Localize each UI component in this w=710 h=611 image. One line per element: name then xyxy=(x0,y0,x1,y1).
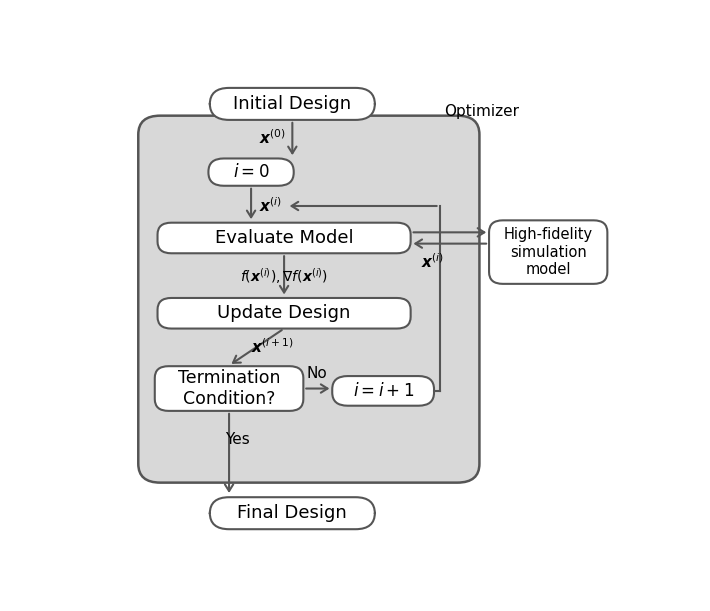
FancyBboxPatch shape xyxy=(138,115,479,483)
Text: Final Design: Final Design xyxy=(237,504,347,522)
Text: $\boldsymbol{x}^{(i)}$: $\boldsymbol{x}^{(i)}$ xyxy=(421,252,444,271)
FancyBboxPatch shape xyxy=(209,158,294,186)
FancyBboxPatch shape xyxy=(210,497,375,529)
Text: $i = i+1$: $i = i+1$ xyxy=(353,382,414,400)
FancyBboxPatch shape xyxy=(210,88,375,120)
Text: $f(\boldsymbol{x}^{(i)}),\nabla f(\boldsymbol{x}^{(i)})$: $f(\boldsymbol{x}^{(i)}),\nabla f(\bolds… xyxy=(240,266,328,285)
FancyBboxPatch shape xyxy=(158,298,410,329)
FancyBboxPatch shape xyxy=(158,222,410,254)
Text: $\boldsymbol{x}^{(0)}$: $\boldsymbol{x}^{(0)}$ xyxy=(259,128,286,147)
Text: $i = 0$: $i = 0$ xyxy=(233,163,269,181)
Text: Update Design: Update Design xyxy=(217,304,351,322)
Text: Optimizer: Optimizer xyxy=(444,104,519,119)
Text: Initial Design: Initial Design xyxy=(234,95,351,113)
Text: $\boldsymbol{x}^{(i)}$: $\boldsymbol{x}^{(i)}$ xyxy=(259,197,283,215)
Text: $\boldsymbol{x}^{(i+1)}$: $\boldsymbol{x}^{(i+1)}$ xyxy=(251,338,294,356)
Text: Yes: Yes xyxy=(225,432,250,447)
Text: Evaluate Model: Evaluate Model xyxy=(215,229,354,247)
FancyBboxPatch shape xyxy=(332,376,434,406)
Text: Termination
Condition?: Termination Condition? xyxy=(178,369,280,408)
Text: High-fidelity
simulation
model: High-fidelity simulation model xyxy=(503,227,593,277)
FancyBboxPatch shape xyxy=(155,366,303,411)
Text: No: No xyxy=(307,366,327,381)
FancyBboxPatch shape xyxy=(489,221,607,284)
